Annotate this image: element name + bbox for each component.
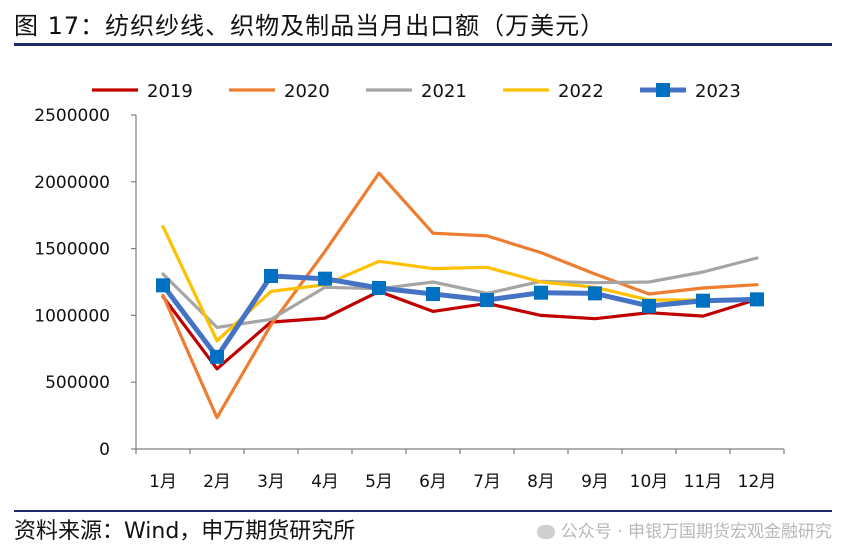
y-tick-label: 1000000 <box>34 306 110 326</box>
x-tick-label: 10月 <box>630 472 669 492</box>
chart-series <box>156 171 764 420</box>
data-point-2023 <box>750 292 764 307</box>
header-rule <box>14 43 832 46</box>
data-point-2023 <box>156 278 170 293</box>
line-chart: 0 500000 1000000 1500000 2000000 2500000 1月 2月 3… <box>34 81 785 492</box>
legend-item-2022: 2022 <box>503 81 604 102</box>
data-point-2023 <box>372 281 386 296</box>
x-tick-label: 5月 <box>365 472 393 492</box>
x-tick-label: 3月 <box>257 472 285 492</box>
figure-title: 图 17：纺织纱线、织物及制品当月出口额（万美元） <box>14 12 606 40</box>
x-tick-label: 4月 <box>311 472 339 492</box>
legend-item-2020: 2020 <box>229 81 330 102</box>
data-point-2023 <box>696 293 710 308</box>
data-point-2023 <box>426 287 440 302</box>
series-2020 <box>161 171 759 420</box>
series-2022 <box>161 225 759 343</box>
series-2019 <box>161 289 759 371</box>
y-tick-label: 2000000 <box>34 173 110 193</box>
wechat-icon <box>536 525 555 539</box>
legend-item-2021: 2021 <box>366 81 467 102</box>
source-note: 资料来源：Wind，申万期货研究所 <box>14 519 356 544</box>
x-tick-label: 7月 <box>473 472 501 492</box>
data-point-2023 <box>588 286 602 301</box>
figure-header: 图 17：纺织纱线、织物及制品当月出口额（万美元） <box>14 8 840 46</box>
data-point-2023 <box>318 271 332 286</box>
series-2021 <box>161 256 759 329</box>
data-point-2023 <box>480 293 494 308</box>
x-tick-label: 8月 <box>527 472 555 492</box>
y-tick-label: 0 <box>99 440 110 460</box>
series-line-2023 <box>160 273 760 360</box>
x-tick-label: 1月 <box>149 472 177 492</box>
chart-axes: 0 500000 1000000 1500000 2000000 2500000 1月 2月 3… <box>34 106 785 492</box>
watermark: 公众号 · 申银万国期货宏观金融研究 <box>536 512 832 552</box>
legend-item-2023: 2023 <box>640 81 741 102</box>
series-line-2022 <box>161 225 759 343</box>
data-point-2023 <box>534 285 548 300</box>
legend-label: 2021 <box>421 81 467 102</box>
x-tick-label: 11月 <box>684 472 723 492</box>
watermark-text: 公众号 · 申银万国期货宏观金融研究 <box>560 522 832 542</box>
legend-label: 2022 <box>558 81 604 102</box>
series-line-2021 <box>161 256 759 329</box>
x-tick-label: 2月 <box>203 472 231 492</box>
x-tick-label: 6月 <box>419 472 447 492</box>
legend-item-2019: 2019 <box>92 81 193 102</box>
series-line-2020 <box>161 171 759 420</box>
footer-rule <box>14 510 832 512</box>
legend-label: 2019 <box>147 81 193 102</box>
x-tick-label: 9月 <box>581 472 609 492</box>
chart-legend: 2019 2020 2021 2022 2023 <box>92 81 741 102</box>
legend-label: 2020 <box>284 81 330 102</box>
data-point-2023 <box>642 299 656 314</box>
legend-label: 2023 <box>695 81 741 102</box>
series-line-2019 <box>161 289 759 371</box>
data-point-2023 <box>264 268 278 283</box>
x-tick-label: 12月 <box>738 472 777 492</box>
legend-marker <box>656 83 670 97</box>
series-2023 <box>156 268 764 364</box>
y-tick-label: 500000 <box>45 373 110 393</box>
y-tick-label: 1500000 <box>34 240 110 260</box>
y-tick-label: 2500000 <box>34 106 110 126</box>
data-point-2023 <box>210 349 224 364</box>
